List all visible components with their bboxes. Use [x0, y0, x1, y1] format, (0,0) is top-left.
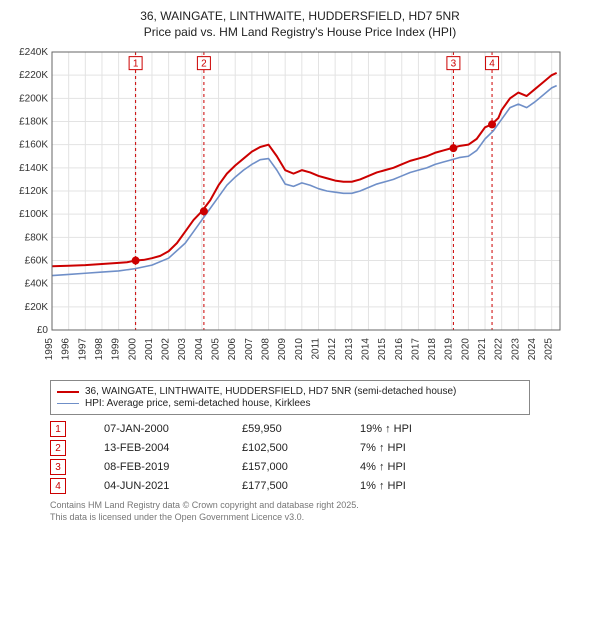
svg-text:2006: 2006 — [227, 338, 238, 361]
svg-text:1999: 1999 — [111, 338, 122, 361]
legend-label: 36, WAINGATE, LINTHWAITE, HUDDERSFIELD, … — [85, 386, 456, 397]
legend-swatch — [57, 391, 79, 393]
svg-text:2004: 2004 — [194, 338, 205, 361]
svg-text:2018: 2018 — [427, 338, 438, 361]
event-marker: 3 — [50, 459, 66, 475]
svg-text:£160K: £160K — [19, 140, 48, 151]
svg-text:2002: 2002 — [161, 338, 172, 361]
legend-box: 36, WAINGATE, LINTHWAITE, HUDDERSFIELD, … — [50, 380, 530, 415]
svg-text:2019: 2019 — [444, 338, 455, 361]
svg-text:2011: 2011 — [310, 338, 321, 360]
legend-label: HPI: Average price, semi-detached house,… — [85, 398, 311, 409]
svg-text:2003: 2003 — [177, 338, 188, 361]
svg-text:2023: 2023 — [510, 338, 521, 361]
svg-text:2016: 2016 — [394, 338, 405, 361]
svg-text:2022: 2022 — [494, 338, 505, 361]
svg-text:£180K: £180K — [19, 117, 48, 128]
svg-text:2015: 2015 — [377, 338, 388, 361]
svg-text:2020: 2020 — [460, 338, 471, 361]
svg-text:2000: 2000 — [127, 338, 138, 361]
event-date: 13-FEB-2004 — [104, 442, 204, 454]
svg-text:4: 4 — [489, 59, 495, 70]
svg-text:2017: 2017 — [410, 338, 421, 361]
svg-text:£140K: £140K — [19, 163, 48, 174]
svg-text:2001: 2001 — [144, 338, 155, 361]
copyright-line-2: This data is licensed under the Open Gov… — [50, 512, 590, 524]
svg-text:£0: £0 — [37, 325, 49, 336]
svg-text:2013: 2013 — [344, 338, 355, 361]
chart-container: £0 £20K £40K £60K £80K £100K £120K £140K £160K £1… — [10, 46, 590, 376]
svg-text:1998: 1998 — [94, 338, 105, 361]
event-price: £157,000 — [242, 461, 322, 473]
svg-text:2021: 2021 — [477, 338, 488, 361]
svg-text:£20K: £20K — [25, 302, 49, 313]
event-marker: 2 — [50, 440, 66, 456]
event-row: 2 13-FEB-2004 £102,500 7% ↑ HPI — [50, 440, 590, 456]
svg-text:1997: 1997 — [77, 338, 88, 361]
svg-text:2008: 2008 — [261, 338, 272, 361]
event-row: 1 07-JAN-2000 £59,950 19% ↑ HPI — [50, 421, 590, 437]
chart-title: 36, WAINGATE, LINTHWAITE, HUDDERSFIELD, … — [10, 8, 590, 40]
line-chart: £0 £20K £40K £60K £80K £100K £120K £140K £160K £1… — [10, 46, 570, 376]
svg-text:£240K: £240K — [19, 47, 48, 58]
svg-text:2012: 2012 — [327, 338, 338, 361]
svg-text:2010: 2010 — [294, 338, 305, 361]
svg-text:£200K: £200K — [19, 94, 48, 105]
svg-text:2025: 2025 — [544, 338, 555, 361]
event-price: £177,500 — [242, 480, 322, 492]
event-marker: 1 — [50, 421, 66, 437]
event-row: 3 08-FEB-2019 £157,000 4% ↑ HPI — [50, 459, 590, 475]
legend-swatch — [57, 403, 79, 404]
legend-item: 36, WAINGATE, LINTHWAITE, HUDDERSFIELD, … — [57, 386, 523, 397]
events-table: 1 07-JAN-2000 £59,950 19% ↑ HPI 2 13-FEB-2004… — [50, 421, 590, 494]
event-diff: 1% ↑ HPI — [360, 480, 450, 492]
svg-text:2: 2 — [201, 59, 207, 70]
event-diff: 19% ↑ HPI — [360, 423, 450, 435]
svg-text:2014: 2014 — [360, 338, 371, 361]
svg-text:£120K: £120K — [19, 186, 48, 197]
event-date: 04-JUN-2021 — [104, 480, 204, 492]
svg-text:1: 1 — [133, 59, 139, 70]
svg-text:2009: 2009 — [277, 338, 288, 361]
event-diff: 4% ↑ HPI — [360, 461, 450, 473]
event-row: 4 04-JUN-2021 £177,500 1% ↑ HPI — [50, 478, 590, 494]
event-price: £102,500 — [242, 442, 322, 454]
title-line-2: Price paid vs. HM Land Registry's House … — [10, 24, 590, 40]
svg-text:2024: 2024 — [527, 338, 538, 361]
event-date: 08-FEB-2019 — [104, 461, 204, 473]
copyright-line-1: Contains HM Land Registry data © Crown c… — [50, 500, 590, 512]
legend-item: HPI: Average price, semi-detached house,… — [57, 398, 523, 409]
svg-text:2005: 2005 — [211, 338, 222, 361]
svg-text:£40K: £40K — [25, 279, 49, 290]
svg-text:£100K: £100K — [19, 210, 48, 221]
svg-text:3: 3 — [451, 59, 457, 70]
svg-text:2007: 2007 — [244, 338, 255, 361]
event-date: 07-JAN-2000 — [104, 423, 204, 435]
copyright-notice: Contains HM Land Registry data © Crown c… — [50, 500, 590, 523]
svg-text:£220K: £220K — [19, 71, 48, 82]
svg-text:£60K: £60K — [25, 256, 49, 267]
svg-text:1995: 1995 — [44, 338, 55, 361]
event-diff: 7% ↑ HPI — [360, 442, 450, 454]
svg-text:1996: 1996 — [61, 338, 72, 361]
svg-text:£80K: £80K — [25, 233, 49, 244]
event-price: £59,950 — [242, 423, 322, 435]
title-line-1: 36, WAINGATE, LINTHWAITE, HUDDERSFIELD, … — [10, 8, 590, 24]
event-marker: 4 — [50, 478, 66, 494]
